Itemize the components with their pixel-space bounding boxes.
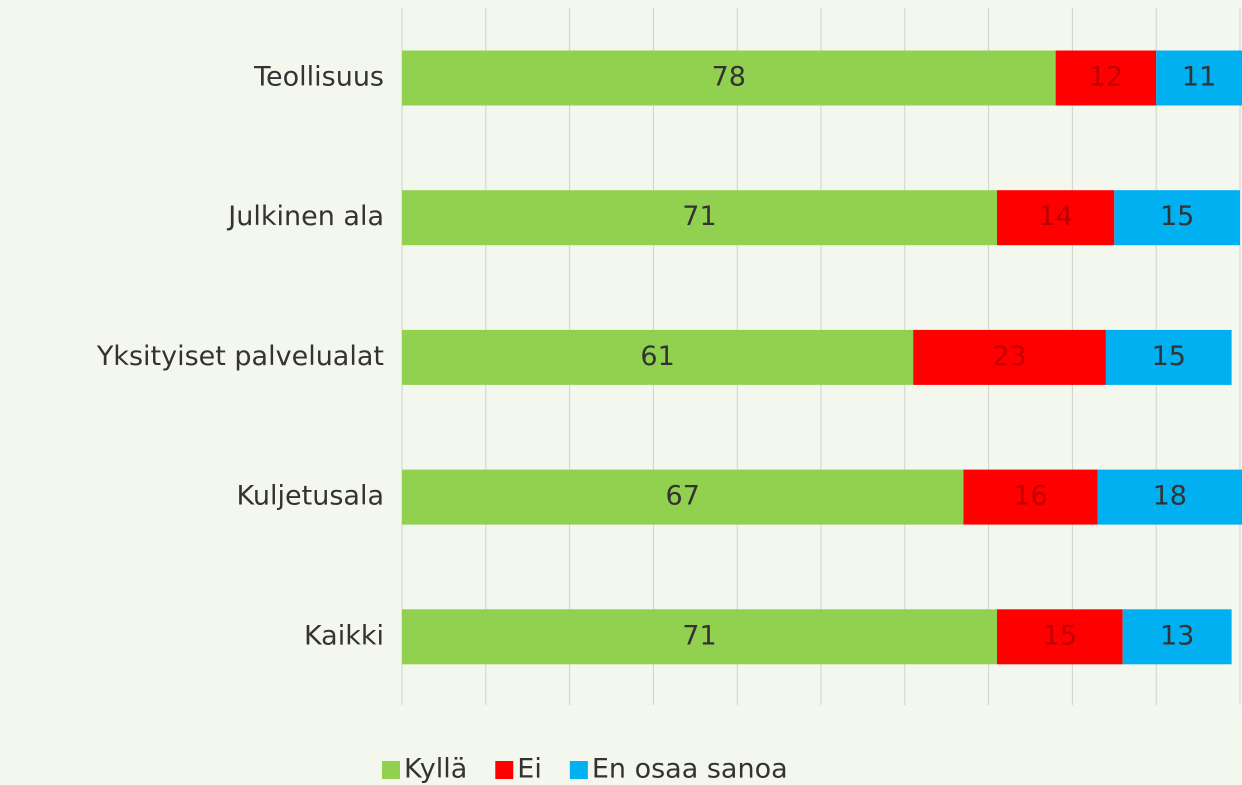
data-label: 15: [1043, 620, 1077, 651]
data-label: 12: [1089, 62, 1123, 93]
data-label: 78: [712, 62, 746, 93]
bar-segment: [1122, 609, 1232, 665]
legend-swatch: [495, 761, 514, 779]
y-tick-label: Teollisuus: [253, 62, 384, 93]
y-tick-label: Kuljetusala: [237, 481, 384, 512]
data-label: 18: [1153, 481, 1187, 512]
data-label: 15: [1152, 341, 1186, 372]
bar-segment: [963, 469, 1098, 525]
legend-swatch: [569, 761, 588, 779]
bar-segment: [1097, 469, 1242, 525]
data-label: 15: [1160, 201, 1194, 232]
data-label: 71: [682, 201, 716, 232]
data-label: 11: [1182, 62, 1216, 93]
data-label: 14: [1038, 201, 1072, 232]
data-label: 61: [640, 341, 674, 372]
bar-segment: [913, 329, 1106, 385]
bar-segment: [402, 609, 997, 665]
bar-segment: [402, 329, 914, 385]
legend-swatch: [382, 761, 400, 779]
y-tick-label: Yksityiset palvelualat: [96, 341, 384, 372]
legend-label: Ei: [517, 754, 542, 785]
data-label: 67: [666, 481, 700, 512]
bar-segment: [1156, 50, 1242, 106]
bar-segment: [1055, 50, 1157, 106]
data-label: 23: [992, 341, 1026, 372]
bar-segment: [1105, 329, 1232, 385]
data-label: 71: [682, 620, 716, 651]
bar-segment: [996, 190, 1115, 246]
data-label: 13: [1160, 620, 1194, 651]
bar-segment: [996, 609, 1123, 665]
bar-segment: [402, 50, 1056, 106]
data-label: 16: [1013, 481, 1047, 512]
bar-segment: [1114, 190, 1240, 246]
legend-label: Kyllä: [404, 754, 467, 785]
y-tick-label: Julkinen ala: [226, 201, 384, 232]
bar-segment: [402, 190, 997, 246]
y-tick-label: Kaikki: [304, 620, 384, 651]
legend-label: En osaa sanoa: [592, 754, 788, 785]
bar-segment: [402, 469, 964, 525]
